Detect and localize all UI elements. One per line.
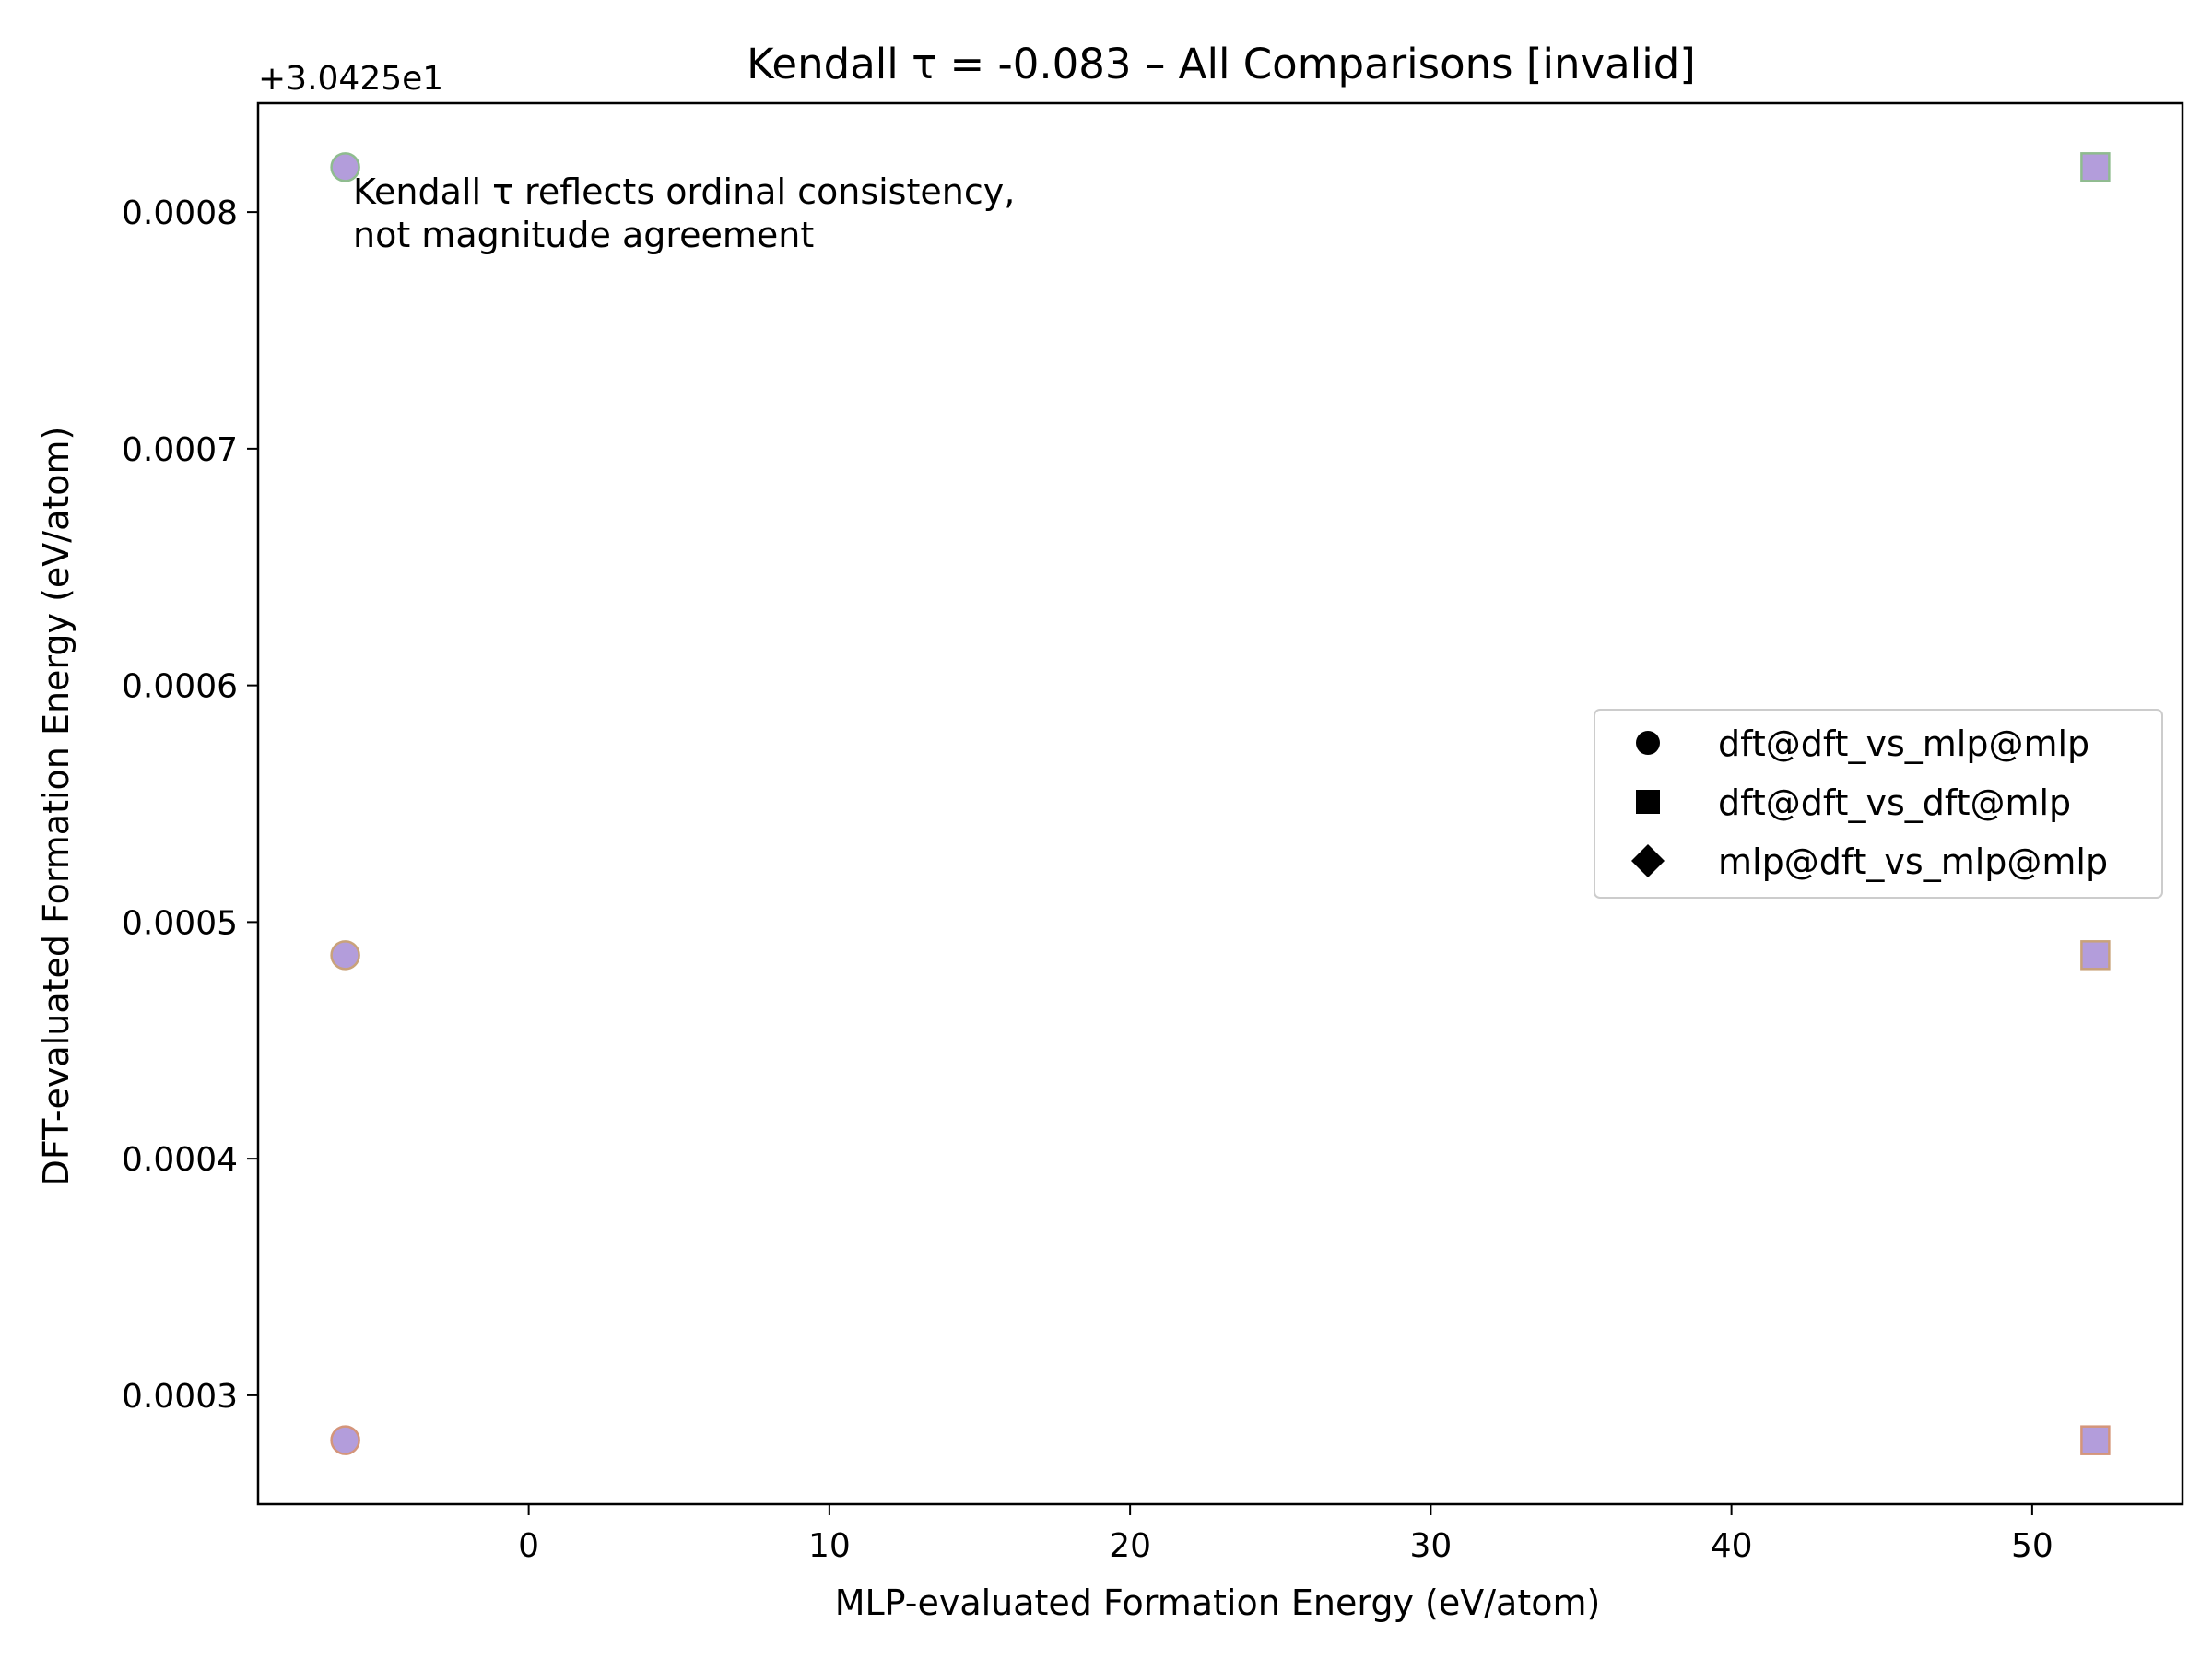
x-axis-label: MLP-evaluated Formation Energy (eV/atom)	[835, 1583, 1601, 1623]
y-tick-label: 0.0006	[122, 668, 238, 706]
x-tick-label: 0	[518, 1527, 539, 1565]
x-tick-label: 30	[1409, 1527, 1452, 1565]
x-tick-label: 20	[1109, 1527, 1151, 1565]
chart-title: Kendall τ = -0.083 – All Comparisons [in…	[747, 40, 1696, 88]
y-tick-label: 0.0007	[122, 431, 238, 469]
plot-area	[330, 152, 2111, 1455]
data-point-square	[2080, 1425, 2111, 1455]
legend-square-marker	[1636, 790, 1660, 814]
legend-diamond-marker	[1631, 844, 1665, 877]
data-point-circle	[330, 940, 360, 971]
data-point-circle	[330, 152, 360, 182]
legend-circle-marker	[1636, 731, 1660, 755]
y-axis: 0.0003 0.0004 0.0005 0.0006 0.0007 0.0008	[122, 194, 258, 1416]
y-tick-label: 0.0003	[122, 1378, 238, 1416]
x-tick-label: 50	[2011, 1527, 2053, 1565]
legend: dft@dft_vs_mlp@mlp dft@dft_vs_dft@mlp ml…	[1594, 709, 2163, 899]
y-tick-label: 0.0004	[122, 1141, 238, 1179]
x-axis: 0 10 20 30 40 50	[518, 1504, 2053, 1565]
data-point-circle	[330, 1425, 360, 1455]
data-point-square	[2080, 940, 2111, 971]
annotation-line-2: not magnitude agreement	[353, 215, 814, 255]
y-offset-text: +3.0425e1	[258, 60, 443, 98]
legend-label-3: mlp@dft_vs_mlp@mlp	[1718, 841, 2108, 882]
y-tick-label: 0.0005	[122, 904, 238, 942]
x-tick-label: 10	[808, 1527, 851, 1565]
legend-label-2: dft@dft_vs_dft@mlp	[1718, 782, 2071, 823]
y-axis-label: DFT-evaluated Formation Energy (eV/atom)	[36, 427, 76, 1187]
axes-frame	[256, 101, 2184, 1506]
legend-label-1: dft@dft_vs_mlp@mlp	[1718, 724, 2089, 764]
annotation-line-1: Kendall τ reflects ordinal consistency,	[353, 171, 1015, 212]
data-point-square	[2080, 152, 2111, 182]
legend-frame	[1594, 709, 2163, 899]
x-tick-label: 40	[1711, 1527, 1753, 1565]
y-tick-label: 0.0008	[122, 194, 238, 232]
